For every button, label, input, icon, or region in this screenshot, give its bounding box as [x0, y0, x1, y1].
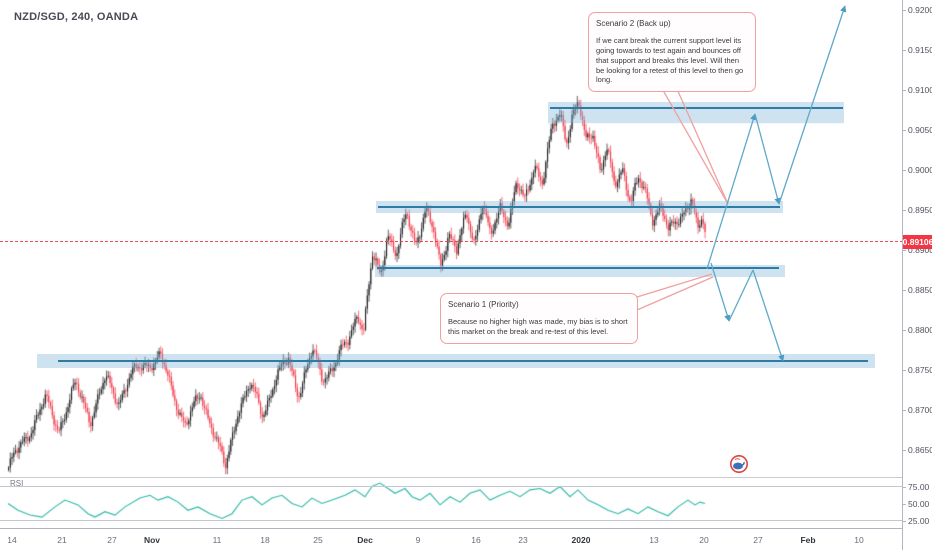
callout-tail-line: [636, 276, 714, 311]
scenario-1-short-path-segment[interactable]: [710, 262, 731, 322]
rsi-indicator-label[interactable]: RSI: [10, 479, 24, 488]
time-axis-label: 10: [854, 535, 864, 545]
price-axis-label: 0.86500: [903, 445, 932, 455]
time-axis-label: Feb: [800, 535, 816, 545]
callout-scenario-1[interactable]: Scenario 1 (Priority) Because no higher …: [440, 293, 638, 344]
time-axis-label: 20: [699, 535, 709, 545]
scenario-1-short-path-segment[interactable]: [728, 269, 754, 322]
time-axis-label: 9: [415, 535, 421, 545]
time-axis-label: 25: [313, 535, 323, 545]
callout-tail-line: [651, 70, 729, 205]
rsi-axis-label: 50.00: [902, 498, 930, 509]
time-axis-label: 13: [649, 535, 659, 545]
callout-tail-line: [668, 70, 729, 205]
callout-tail-line: [636, 273, 713, 298]
time-axis-label: Nov: [143, 535, 161, 545]
scenario-2-long-path-segment[interactable]: [778, 5, 847, 205]
time-axis-label: Dec: [357, 535, 373, 545]
current-price-tag: 0.89106: [902, 234, 932, 249]
time-axis-label: 16: [471, 535, 481, 545]
time-axis-label: 27: [753, 535, 763, 545]
time-axis-label: 23: [518, 535, 528, 545]
sticker-icon[interactable]: [729, 454, 749, 474]
supply-demand-zone-1[interactable]: [548, 102, 844, 124]
scenario-2-long-path-segment[interactable]: [754, 113, 781, 205]
time-axis-label: 11: [212, 535, 222, 545]
scenario-2-long-path-segment[interactable]: [706, 113, 757, 270]
time-axis[interactable]: 14 21 27 Nov 11 18 25 Dec 9 16 23 2020 13 20 27 Feb 10: [0, 529, 902, 550]
callout-title: Scenario 2 (Back up): [596, 19, 671, 28]
axis-separator: [0, 528, 932, 529]
callout-body: If we cant break the current support lev…: [596, 36, 744, 85]
callout-body: Because no higher high was made, my bias…: [448, 317, 628, 337]
time-axis-label: 21: [57, 535, 67, 545]
symbol-title[interactable]: NZD/SGD, 240, OANDA: [14, 11, 139, 23]
scenario-1-short-path-segment[interactable]: [752, 269, 785, 362]
time-axis-label: 27: [107, 535, 117, 545]
time-axis-label: 18: [260, 535, 270, 545]
rsi-axis-label: 75.00: [902, 481, 930, 492]
pane-separator[interactable]: [0, 477, 932, 478]
rsi-axis-label: 25.00: [902, 515, 930, 526]
time-axis-label: 2020: [571, 535, 591, 545]
callout-title: Scenario 1 (Priority): [448, 300, 519, 309]
time-axis-label: 14: [7, 535, 17, 545]
supply-demand-zone-3[interactable]: [375, 265, 785, 277]
callout-scenario-2[interactable]: Scenario 2 (Back up) If we cant break th…: [588, 12, 756, 93]
